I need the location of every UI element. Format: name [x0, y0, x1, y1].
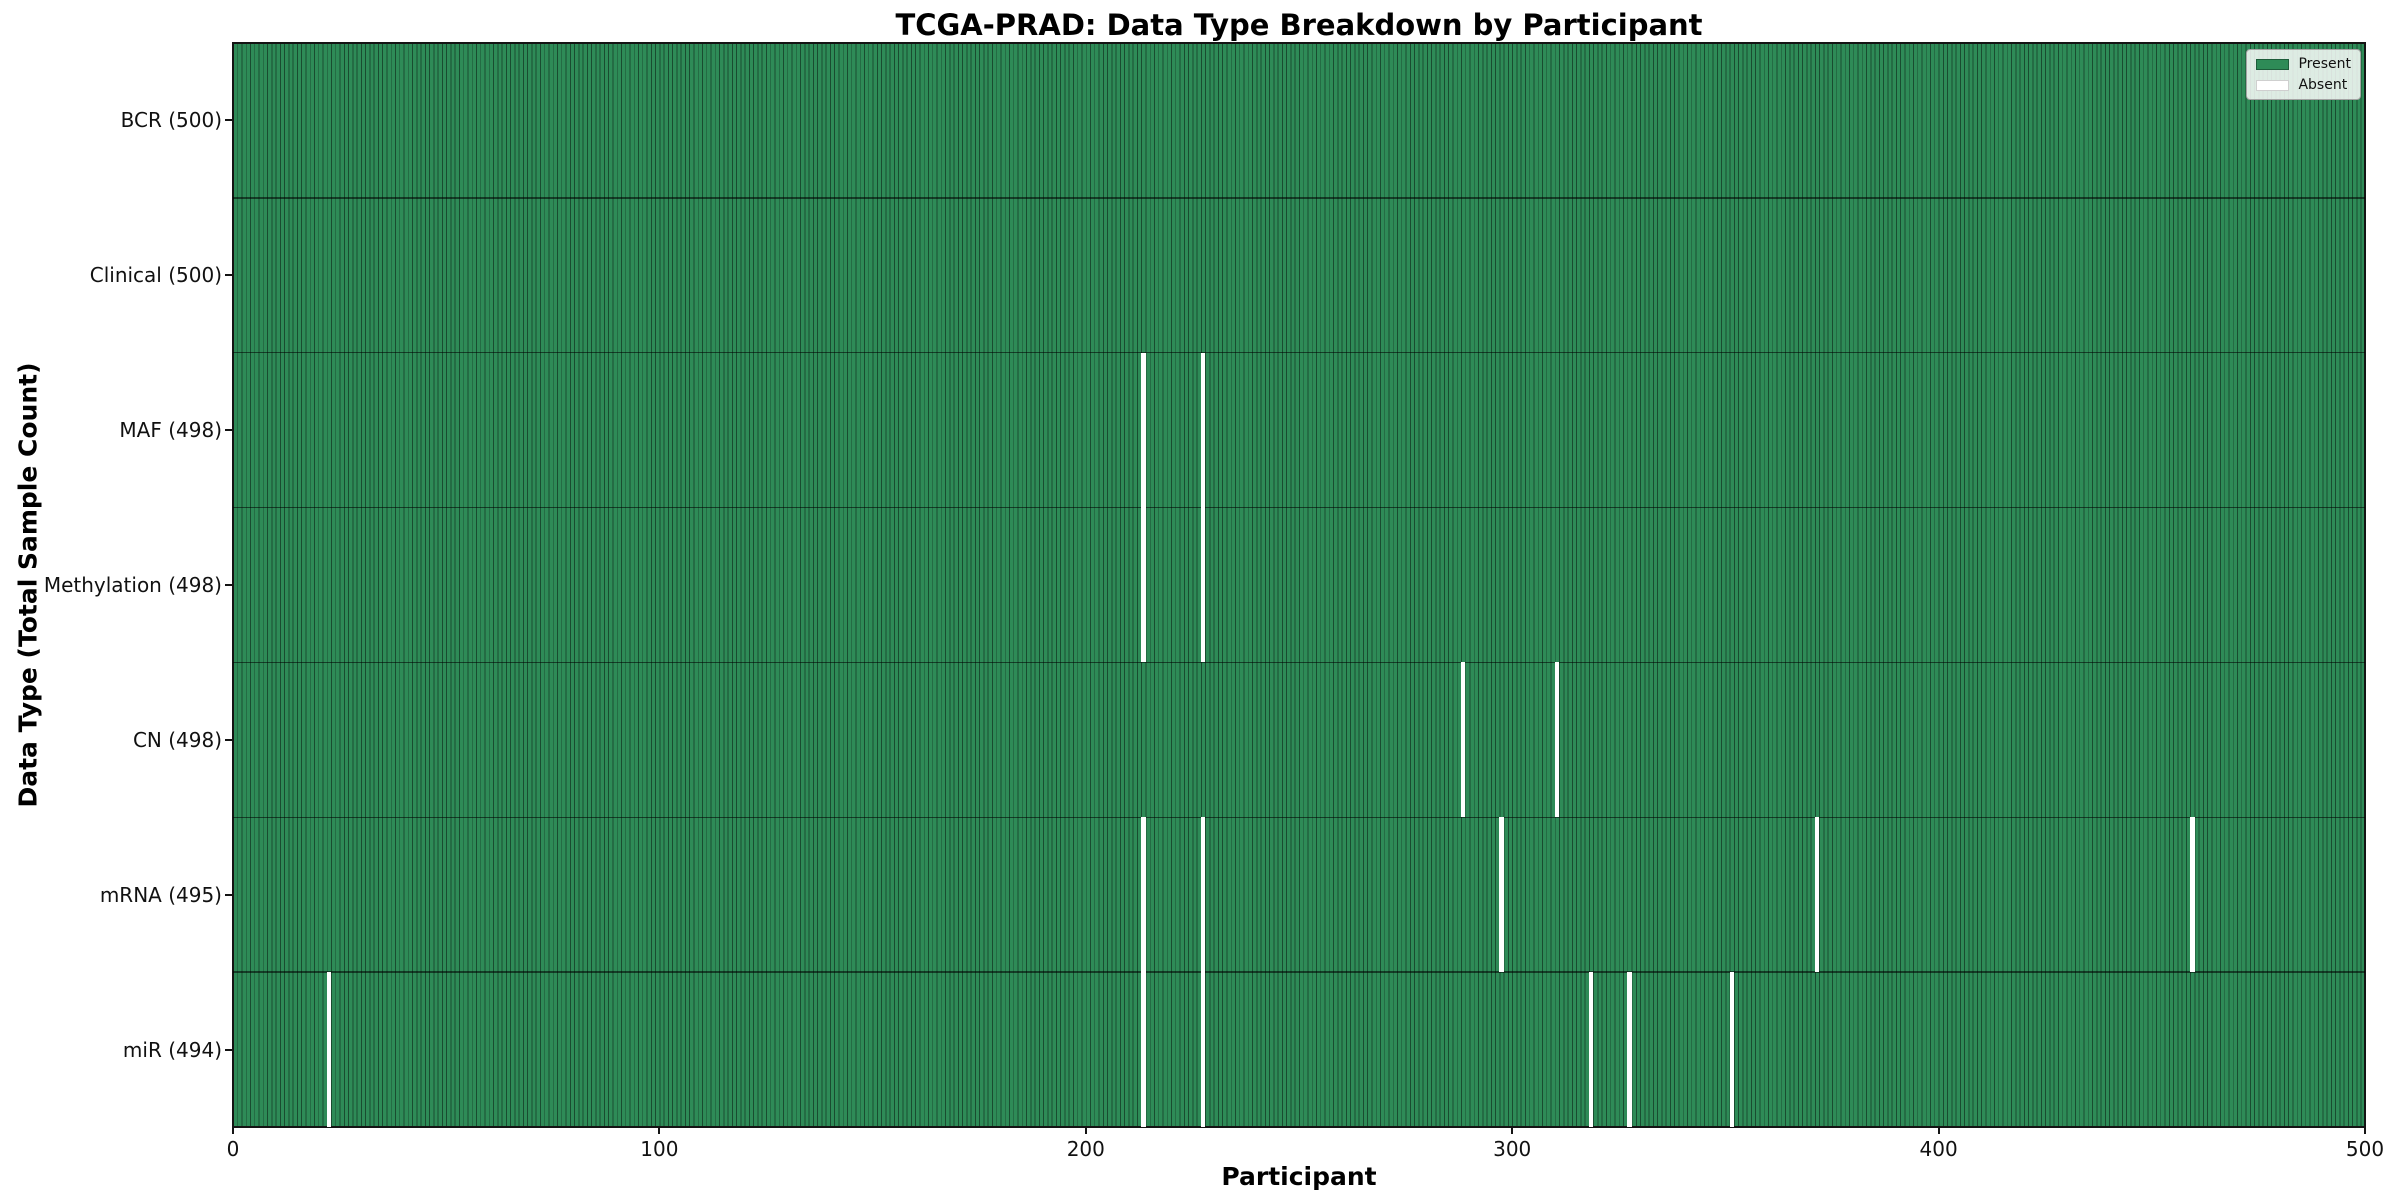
y-tick-mark — [225, 738, 232, 741]
row-separator — [233, 816, 2365, 819]
legend-item: Present — [2256, 56, 2351, 72]
x-tick-mark — [1084, 1127, 1087, 1134]
y-tick-mark — [225, 584, 232, 586]
plot-area: Present Absent — [232, 42, 2366, 1128]
x-tick-mark — [2364, 1127, 2366, 1134]
absent-marker — [1141, 507, 1146, 663]
absent-marker — [1588, 972, 1594, 1127]
y-tick-mark — [225, 274, 232, 277]
absent-marker — [1461, 662, 1466, 818]
absent-marker — [1554, 662, 1560, 818]
absent-marker — [1200, 817, 1206, 973]
x-tick-label: 300 — [1493, 1137, 1532, 1161]
absent-marker — [1141, 972, 1146, 1127]
y-tick-mark — [225, 119, 232, 122]
absent-marker — [1200, 972, 1206, 1127]
x-tick-mark — [232, 1127, 234, 1134]
x-tick-label: 500 — [2345, 1137, 2385, 1161]
absent-marker — [1499, 817, 1504, 973]
y-tick-label: Clinical (500) — [89, 263, 222, 288]
x-tick-mark — [1511, 1127, 1514, 1134]
absent-marker — [1200, 507, 1206, 663]
absent-marker — [1627, 972, 1632, 1127]
absent-marker — [1141, 817, 1146, 973]
y-tick-label: CN (498) — [132, 727, 222, 752]
legend-label: Absent — [2298, 77, 2348, 93]
x-tick-label: 100 — [640, 1137, 679, 1161]
legend-swatch — [2256, 58, 2290, 70]
row-separator — [233, 351, 2365, 354]
x-axis-label: Participant — [1221, 1162, 1377, 1191]
absent-marker — [1729, 972, 1735, 1127]
absent-marker — [1200, 352, 1206, 508]
row-separator — [233, 661, 2365, 664]
y-tick-label: BCR (500) — [120, 108, 222, 133]
legend-label: Present — [2298, 56, 2351, 72]
y-tick-mark — [225, 893, 232, 896]
y-tick-label: MAF (498) — [119, 418, 222, 443]
x-tick-label: 0 — [226, 1137, 240, 1161]
y-tick-label: mRNA (495) — [99, 882, 222, 907]
chart-title: TCGA-PRAD: Data Type Breakdown by Partic… — [895, 8, 1703, 42]
x-tick-mark — [658, 1127, 661, 1134]
legend: Present Absent — [2246, 49, 2361, 100]
x-tick-label: 400 — [1919, 1137, 1958, 1161]
row-separator — [233, 971, 2365, 973]
absent-marker — [2190, 817, 2195, 973]
row-separator — [233, 197, 2365, 199]
x-tick-label: 200 — [1066, 1137, 1105, 1161]
legend-item: Absent — [2256, 77, 2351, 93]
row-separator — [233, 506, 2365, 509]
y-tick-label: Methylation (498) — [43, 573, 222, 597]
y-tick-mark — [225, 1048, 232, 1051]
absent-marker — [326, 972, 332, 1127]
absent-marker — [1141, 352, 1146, 508]
legend-swatch — [2256, 79, 2290, 91]
y-tick-mark — [225, 429, 232, 432]
y-tick-label: miR (494) — [122, 1037, 222, 1062]
x-tick-mark — [1937, 1127, 1940, 1134]
absent-marker — [1814, 817, 1820, 973]
